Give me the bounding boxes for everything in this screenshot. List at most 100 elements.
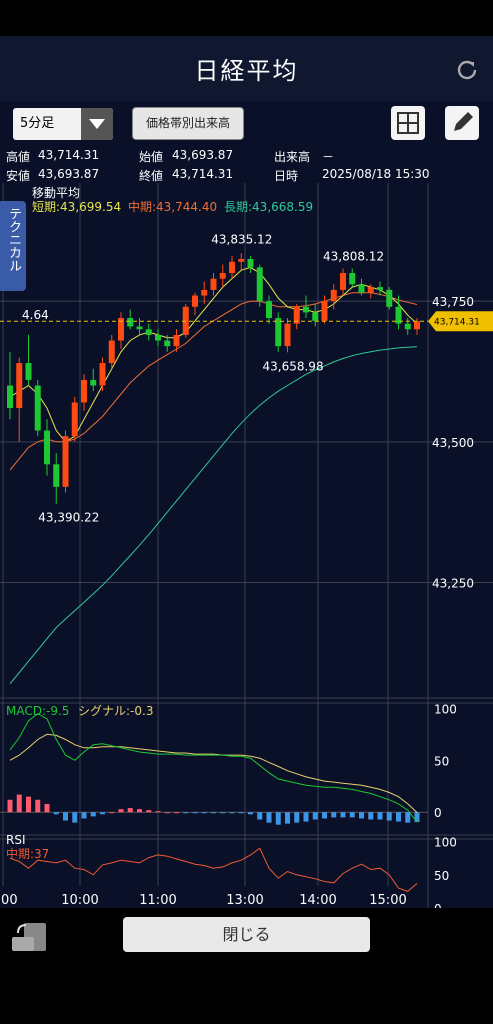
- technical-tab[interactable]: テクニカル: [0, 201, 26, 291]
- candlestick-chart: [0, 253, 428, 685]
- volume-profile-button[interactable]: 価格帯別出来高: [132, 107, 244, 140]
- open-value: 43,693.87: [172, 148, 234, 162]
- low-label: 安値: [6, 169, 31, 183]
- candle-body: [303, 306, 309, 313]
- long-ma-line: [9, 346, 418, 685]
- macd-histogram-bar: [340, 812, 346, 818]
- candle-body: [349, 273, 356, 285]
- price-annotation: 43,835.12: [211, 232, 272, 246]
- y-tick-label: 43,250: [432, 576, 474, 590]
- candle-body: [404, 323, 411, 330]
- candle-body: [321, 301, 328, 321]
- candle-body: [312, 312, 319, 321]
- macd-y-tick: 0: [434, 806, 442, 820]
- macd-histogram-bar: [35, 799, 41, 813]
- x-tick-label: 13:00: [226, 893, 263, 908]
- chart-toolbar: 5分足 価格帯別出来高: [0, 101, 493, 145]
- macd-histogram-bar: [118, 809, 124, 813]
- candle-body: [25, 363, 32, 380]
- x-tick-label: 14:00: [299, 893, 336, 908]
- x-tick-label: 11:00: [139, 893, 176, 908]
- bottom-bar: 閉じる: [0, 908, 493, 1024]
- chevron-down-icon: [81, 108, 113, 140]
- candle-body: [330, 289, 337, 302]
- candle-body: [7, 385, 13, 409]
- x-tick-label: 9:00: [0, 893, 18, 908]
- candle-body: [219, 273, 226, 279]
- candle-body: [275, 318, 282, 347]
- macd-line: [9, 713, 418, 823]
- candle-body: [173, 334, 180, 347]
- macd-histogram-bar: [44, 803, 50, 813]
- rsi-legend: 中期:37: [6, 846, 49, 861]
- macd-histogram-bar: [100, 812, 105, 815]
- candle-body: [127, 318, 134, 327]
- macd-histogram-bar: [312, 812, 318, 820]
- period-select-value: 5分足: [20, 116, 55, 131]
- quote-info: 高値 43,714.31 始値 43,693.87 出来高 － 安値 43,69…: [0, 146, 493, 186]
- chart-panel: 5分足 価格帯別出来高 高値 43,714.31 始値 43,693.87 出来…: [0, 101, 493, 908]
- candle-body: [414, 321, 420, 330]
- short-ma-legend: 短期:43,699.54: [32, 200, 121, 214]
- candle-body: [386, 289, 393, 307]
- rotate-screen-icon[interactable]: [10, 919, 48, 953]
- macd-histogram-bar: [248, 812, 253, 815]
- current-price-tag: [428, 311, 493, 332]
- macd-histogram-bar: [174, 812, 179, 814]
- volume-label: 出来高: [274, 150, 311, 164]
- macd-histogram-bar: [53, 812, 59, 815]
- macd-histogram-bar: [359, 812, 364, 819]
- macd-histogram-bar: [81, 812, 87, 819]
- macd-histogram-bar: [257, 812, 263, 820]
- candle-body: [247, 258, 254, 268]
- candle-body: [53, 464, 60, 487]
- macd-histogram-bar: [146, 810, 152, 813]
- rsi-line: [9, 847, 418, 892]
- high-label: 高値: [6, 150, 31, 164]
- macd-histogram-bar: [220, 812, 226, 814]
- rsi-title: RSI: [6, 833, 26, 847]
- current-price-label: 43,714.31: [434, 318, 480, 328]
- pencil-icon: [454, 112, 473, 131]
- signal-legend: シグナル:-0.3: [78, 704, 153, 718]
- macd-histogram-bar: [155, 811, 161, 813]
- price-annotation: 43,658.98: [263, 359, 324, 373]
- macd-chart: [7, 713, 420, 825]
- chart-canvas[interactable]: 9:00 10:00 11:00 13:00 14:00 15:00 43,250 43,50…: [0, 183, 493, 908]
- close-button[interactable]: 閉じる: [123, 917, 370, 952]
- rsi-y-tick: 50: [434, 869, 449, 883]
- candle-body: [44, 430, 50, 465]
- candle-body: [62, 436, 69, 487]
- short-ma-line: [9, 266, 418, 443]
- macd-histogram-bar: [377, 812, 383, 820]
- candle-body: [192, 295, 198, 307]
- long-ma-legend: 長期:43,668.59: [224, 200, 313, 214]
- macd-histogram-bar: [368, 812, 374, 820]
- signal-line: [9, 733, 418, 813]
- mid-ma-legend: 中期:43,744.40: [128, 199, 217, 214]
- rsi-chart: [9, 847, 418, 892]
- layout-grid-button[interactable]: [391, 106, 425, 140]
- candle-body: [395, 306, 402, 324]
- candle-body: [16, 363, 23, 409]
- page-title: 日経平均: [194, 57, 299, 85]
- candle-body: [90, 379, 97, 386]
- macd-histogram-bar: [192, 812, 198, 814]
- macd-histogram-bar: [238, 812, 244, 814]
- app-header: 日経平均: [0, 36, 493, 101]
- period-select[interactable]: 5分足: [13, 108, 113, 140]
- macd-y-tick: 50: [434, 754, 449, 768]
- refresh-icon[interactable]: [455, 58, 479, 82]
- macd-histogram-bar: [396, 812, 401, 822]
- candle-body: [108, 340, 115, 364]
- macd-histogram-bar: [322, 812, 327, 819]
- macd-histogram-bar: [164, 812, 170, 814]
- candle-body: [266, 301, 272, 319]
- y-tick-label: 43,500: [432, 436, 474, 450]
- macd-histogram-bar: [72, 812, 78, 823]
- macd-histogram-bar: [275, 812, 281, 825]
- macd-histogram-bar: [90, 812, 96, 817]
- candle-body: [99, 363, 106, 386]
- draw-button[interactable]: [445, 106, 479, 140]
- macd-histogram-bar: [414, 812, 420, 823]
